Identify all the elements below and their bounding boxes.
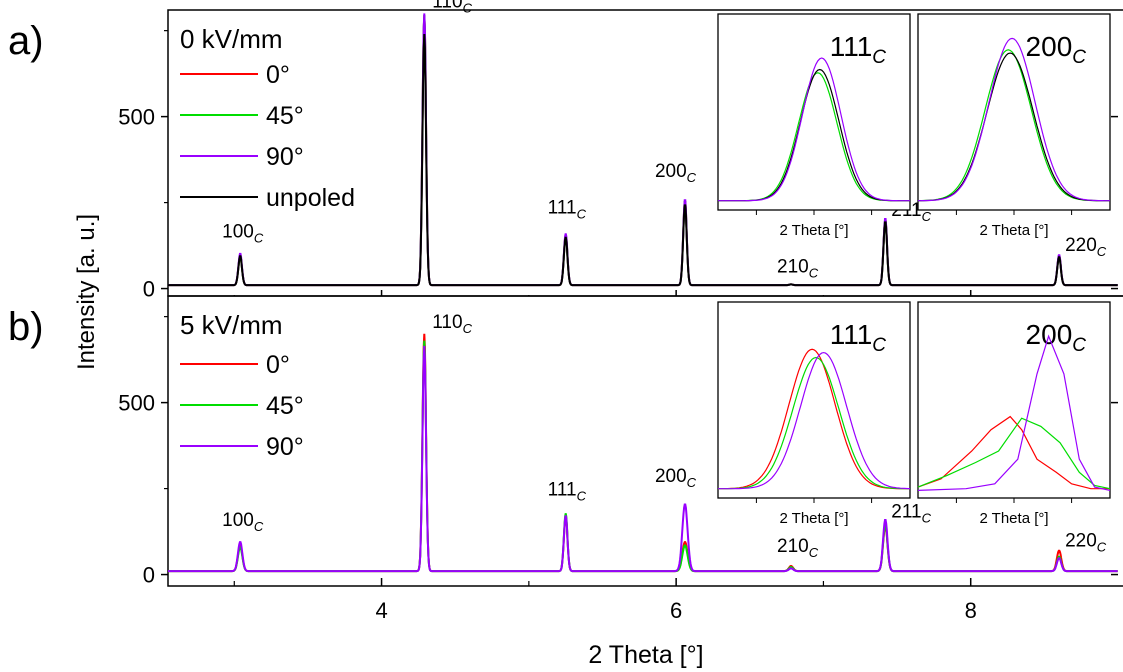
peak-label-100: 100C bbox=[222, 221, 264, 245]
y-axis-label: Intensity [a. u.] bbox=[73, 214, 100, 370]
y-ticks-a: 0 500 bbox=[118, 30, 1118, 302]
panel-title-a: 0 kV/mm bbox=[180, 24, 283, 54]
inset-trace-45deg bbox=[917, 417, 1111, 490]
peak-label-111: 111C bbox=[548, 479, 587, 503]
panel-b: b) 5 kV/mm 100C110C111C200C210C211C220C … bbox=[8, 295, 1123, 623]
inset-trace-90deg bbox=[917, 334, 1111, 491]
legend-label-0deg: 0° bbox=[266, 61, 290, 89]
inset-200: 200C 2 Theta [°] bbox=[917, 301, 1111, 527]
inset-x-label: 2 Theta [°] bbox=[779, 510, 848, 527]
plot-frame-b bbox=[167, 295, 1123, 587]
peak-label-100: 100C bbox=[222, 510, 264, 534]
inset-title: 111C bbox=[830, 31, 887, 68]
x-axis-label: 2 Theta [°] bbox=[588, 641, 703, 669]
inset-trace-0deg bbox=[718, 348, 910, 490]
inset-title: 200C bbox=[1026, 319, 1087, 356]
inset-x-label: 2 Theta [°] bbox=[779, 222, 848, 239]
inset-frame bbox=[917, 13, 1111, 211]
legend-label-45deg: 45° bbox=[266, 102, 304, 130]
inset-frame bbox=[717, 13, 911, 211]
panel-label-a: a) bbox=[8, 19, 44, 63]
y-tick-label: 0 bbox=[143, 277, 155, 302]
inset-title: 200C bbox=[1026, 31, 1087, 68]
inset-frame bbox=[717, 301, 911, 499]
inset-trace-90deg bbox=[718, 57, 910, 202]
insets-b: 111C 2 Theta [°] 200C 2 Theta [°] bbox=[717, 301, 1111, 527]
legend-label-90deg: 90° bbox=[266, 433, 304, 461]
trace-unpoled bbox=[168, 34, 1118, 287]
inset-111: 111C 2 Theta [°] bbox=[717, 301, 911, 527]
inset-frame bbox=[917, 301, 1111, 499]
inset-200: 200C 2 Theta [°] bbox=[917, 13, 1111, 239]
legend-a: 0° 45° 90° unpoled bbox=[180, 61, 355, 212]
inset-111: 111C 2 Theta [°] bbox=[717, 13, 911, 239]
inset-trace-90deg bbox=[718, 351, 910, 490]
traces-b bbox=[168, 333, 1118, 573]
inset-x-label: 2 Theta [°] bbox=[979, 222, 1048, 239]
peak-label-211: 211C bbox=[891, 502, 931, 526]
trace-90deg bbox=[168, 345, 1118, 573]
peak-label-111: 111C bbox=[548, 198, 587, 222]
insets-a: 111C 2 Theta [°] 200C 2 Theta [°] bbox=[717, 13, 1111, 239]
legend-b: 0° 45° 90° bbox=[180, 351, 304, 461]
peak-label-210: 210C bbox=[777, 536, 819, 560]
x-tick-label: 6 bbox=[670, 598, 682, 623]
traces-a bbox=[168, 13, 1118, 287]
inset-trace-45deg bbox=[718, 356, 910, 490]
peak-label-200: 200C bbox=[655, 466, 697, 490]
legend-label-0deg: 0° bbox=[266, 351, 290, 379]
panel-title-b: 5 kV/mm bbox=[180, 310, 283, 340]
inset-title: 111C bbox=[830, 319, 887, 356]
inset-trace-90deg bbox=[918, 37, 1110, 202]
y-tick-label: 500 bbox=[118, 391, 155, 416]
panel-a: a) 0 kV/mm 100C110C111C200C210C211C220C … bbox=[8, 0, 1123, 302]
peak-label-220: 220C bbox=[1065, 530, 1107, 554]
peak-labels-b: 100C 110C 111C 200C 210C 211C 220C bbox=[222, 312, 1107, 560]
peak-label-110: 110C bbox=[432, 0, 472, 15]
x-ticks-b: 4 6 8 bbox=[233, 578, 977, 623]
peak-label-200: 200C bbox=[655, 161, 697, 185]
y-tick-label: 0 bbox=[143, 563, 155, 588]
legend-label-90deg: 90° bbox=[266, 143, 304, 171]
x-tick-label: 8 bbox=[965, 598, 977, 623]
peak-label-210: 210C bbox=[777, 256, 819, 280]
inset-trace-0deg bbox=[917, 415, 1110, 490]
inset-x-label: 2 Theta [°] bbox=[979, 510, 1048, 527]
peak-label-220: 220C bbox=[1065, 235, 1107, 259]
panel-label-b: b) bbox=[8, 305, 44, 349]
y-ticks-b: 0 500 bbox=[118, 316, 1118, 588]
x-tick-label: 4 bbox=[375, 598, 387, 623]
legend-label-unpoled: unpoled bbox=[266, 184, 355, 212]
peak-label-110: 110C bbox=[432, 312, 472, 336]
legend-label-45deg: 45° bbox=[266, 392, 304, 420]
y-tick-label: 500 bbox=[118, 105, 155, 130]
